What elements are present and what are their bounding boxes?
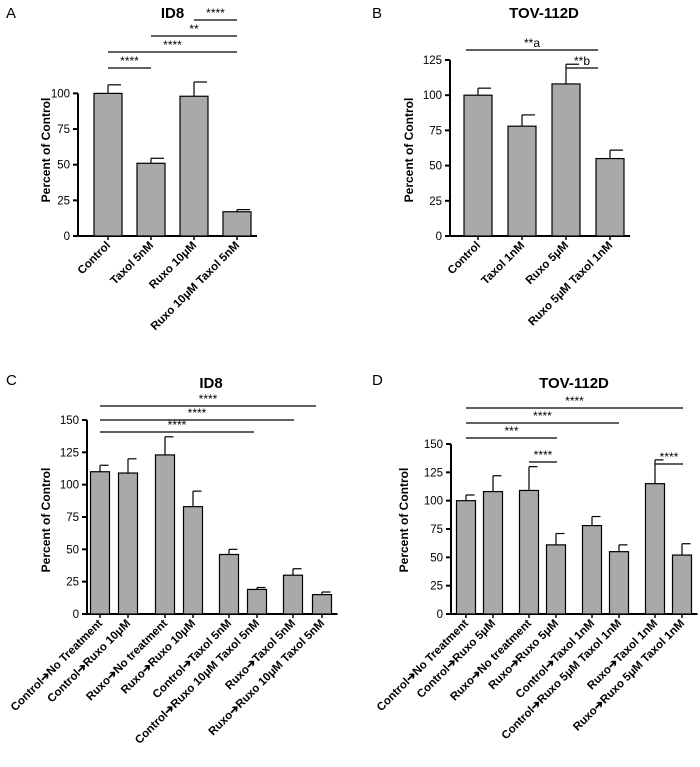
bar	[463, 94, 493, 237]
significance-label: **	[189, 22, 199, 36]
y-tick-label: 0	[64, 231, 70, 243]
significance-label: ****	[565, 394, 584, 408]
y-tick-label: 50	[57, 160, 70, 172]
y-tick-label: 100	[424, 496, 443, 508]
bar	[89, 471, 111, 615]
bar	[581, 524, 603, 615]
panel-letter: C	[6, 372, 17, 389]
significance-label: ****	[188, 406, 207, 420]
y-tick-label: 25	[429, 196, 442, 208]
y-tick-label: 150	[60, 415, 79, 427]
panel-letter: B	[372, 5, 382, 22]
bar	[282, 574, 304, 615]
significance-label: ****	[199, 392, 218, 406]
bar	[644, 483, 666, 615]
y-tick-label: 25	[57, 195, 70, 207]
y-tick-label: 100	[51, 88, 70, 100]
category-label: Taxol 1nM	[479, 240, 527, 288]
category-label: Control	[76, 240, 113, 277]
chart-title: ID8	[161, 5, 184, 22]
y-tick-label: 50	[66, 544, 79, 556]
bar	[671, 554, 693, 615]
category-label: Ruxo 10μM Taxol 5nM	[149, 240, 242, 333]
bar	[551, 83, 581, 237]
bar	[222, 211, 252, 237]
bar	[218, 553, 240, 615]
y-tick-label: 100	[60, 480, 79, 492]
chart-title: TOV-112D	[539, 375, 609, 392]
panel-b: B TOV-112D 0 25 50 75 100 125 Percent of Control…	[372, 5, 630, 328]
y-tick-label: 125	[424, 467, 443, 479]
y-axis-label: Percent of Control	[39, 98, 53, 203]
y-tick-label: 125	[60, 447, 79, 459]
y-tick-label: 75	[429, 125, 442, 137]
y-tick-label: 75	[430, 524, 443, 536]
bar	[595, 157, 625, 237]
bar	[455, 500, 477, 615]
y-tick-label: 100	[423, 90, 442, 102]
y-tick-label: 50	[430, 552, 443, 564]
category-label: Ruxo 5μM	[524, 240, 571, 287]
significance-label: ****	[163, 38, 182, 52]
significance-label: ****	[660, 450, 679, 464]
panel-letter: D	[372, 372, 383, 389]
bar	[545, 544, 567, 615]
bar	[246, 588, 268, 615]
bar	[482, 491, 504, 615]
significance-label: ****	[120, 54, 139, 68]
bar	[518, 489, 540, 615]
significance-label: ***	[504, 424, 518, 438]
panel-d: D TOV-112D 0 25 50 75 100 125 150 Percent of Cont…	[372, 372, 698, 742]
category-label: Ruxo➔Ruxo 10μM Taxol 5nM	[207, 618, 327, 738]
bar	[311, 593, 333, 615]
bar	[117, 472, 139, 615]
chart-title: ID8	[199, 375, 222, 392]
y-tick-label: 75	[66, 512, 79, 524]
category-label: Control	[446, 240, 483, 277]
y-tick-label: 25	[430, 581, 443, 593]
y-tick-label: 0	[73, 609, 79, 621]
significance-label: ****	[168, 418, 187, 432]
y-tick-label: 0	[437, 609, 443, 621]
bar	[179, 95, 209, 237]
bar	[182, 506, 204, 615]
significance-label: **a	[524, 36, 540, 50]
bar	[136, 162, 166, 237]
y-tick-label: 50	[429, 161, 442, 173]
y-tick-label: 150	[424, 439, 443, 451]
bar	[608, 551, 630, 615]
significance-label: ****	[533, 409, 552, 423]
panel-letter: A	[6, 5, 16, 22]
category-label: Ruxo➔Ruxo 5μM Taxol 1nM	[571, 618, 687, 734]
chart-title: TOV-112D	[509, 5, 579, 22]
y-tick-label: 125	[423, 55, 442, 67]
y-tick-label: 0	[436, 231, 442, 243]
y-axis-label: Percent of Control	[397, 468, 411, 573]
significance-label: ****	[206, 6, 225, 20]
y-axis-label: Percent of Control	[402, 98, 416, 203]
bar	[507, 125, 537, 237]
y-axis-label: Percent of Control	[39, 468, 53, 573]
significance-label: ****	[534, 448, 553, 462]
category-label: Ruxo 5μM Taxol 1nM	[526, 240, 615, 329]
bar	[154, 454, 176, 615]
significance-label: **b	[574, 54, 590, 68]
bar	[93, 92, 123, 237]
y-tick-label: 25	[66, 577, 79, 589]
y-tick-label: 75	[57, 124, 70, 136]
